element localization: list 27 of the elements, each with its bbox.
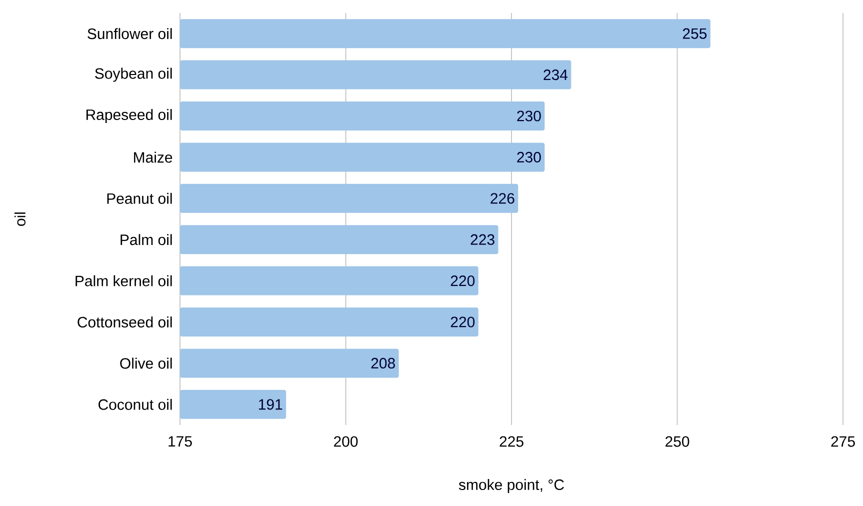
x-tick-label: 250 xyxy=(665,436,690,447)
x-tick-label: 175 xyxy=(168,436,192,447)
y-tick-label: Palm oil xyxy=(120,234,172,246)
data-label: 208 xyxy=(371,358,395,369)
y-tick-label: Cottonseed oil xyxy=(78,316,172,328)
x-tick-label: 275 xyxy=(831,436,855,447)
y-tick-label: Peanut oil xyxy=(107,192,172,204)
x-axis-title: smoke point, °C xyxy=(458,479,564,493)
data-label: 255 xyxy=(682,28,707,39)
data-label: 230 xyxy=(517,152,541,163)
y-tick-label: Coconut oil xyxy=(98,398,172,410)
y-tick-label: Palm kernel oil xyxy=(76,275,172,286)
y-axis-title: oil xyxy=(14,212,26,226)
y-tick-label: Sunflower oil xyxy=(88,28,172,40)
y-tick-label: Soybean oil xyxy=(95,68,172,82)
data-label: 220 xyxy=(450,276,475,286)
y-tick-label: Rapeseed oil xyxy=(86,109,172,123)
x-tick-label: 200 xyxy=(334,436,358,447)
data-label: 220 xyxy=(450,316,475,328)
data-label: 226 xyxy=(490,193,514,204)
y-tick-label: Maize xyxy=(134,152,172,163)
data-label: 223 xyxy=(470,234,494,245)
data-label: 191 xyxy=(258,399,282,410)
data-label: 230 xyxy=(517,110,541,122)
y-tick-label: Olive oil xyxy=(120,358,172,369)
x-tick-label: 225 xyxy=(500,436,524,447)
data-label: 234 xyxy=(544,69,568,80)
